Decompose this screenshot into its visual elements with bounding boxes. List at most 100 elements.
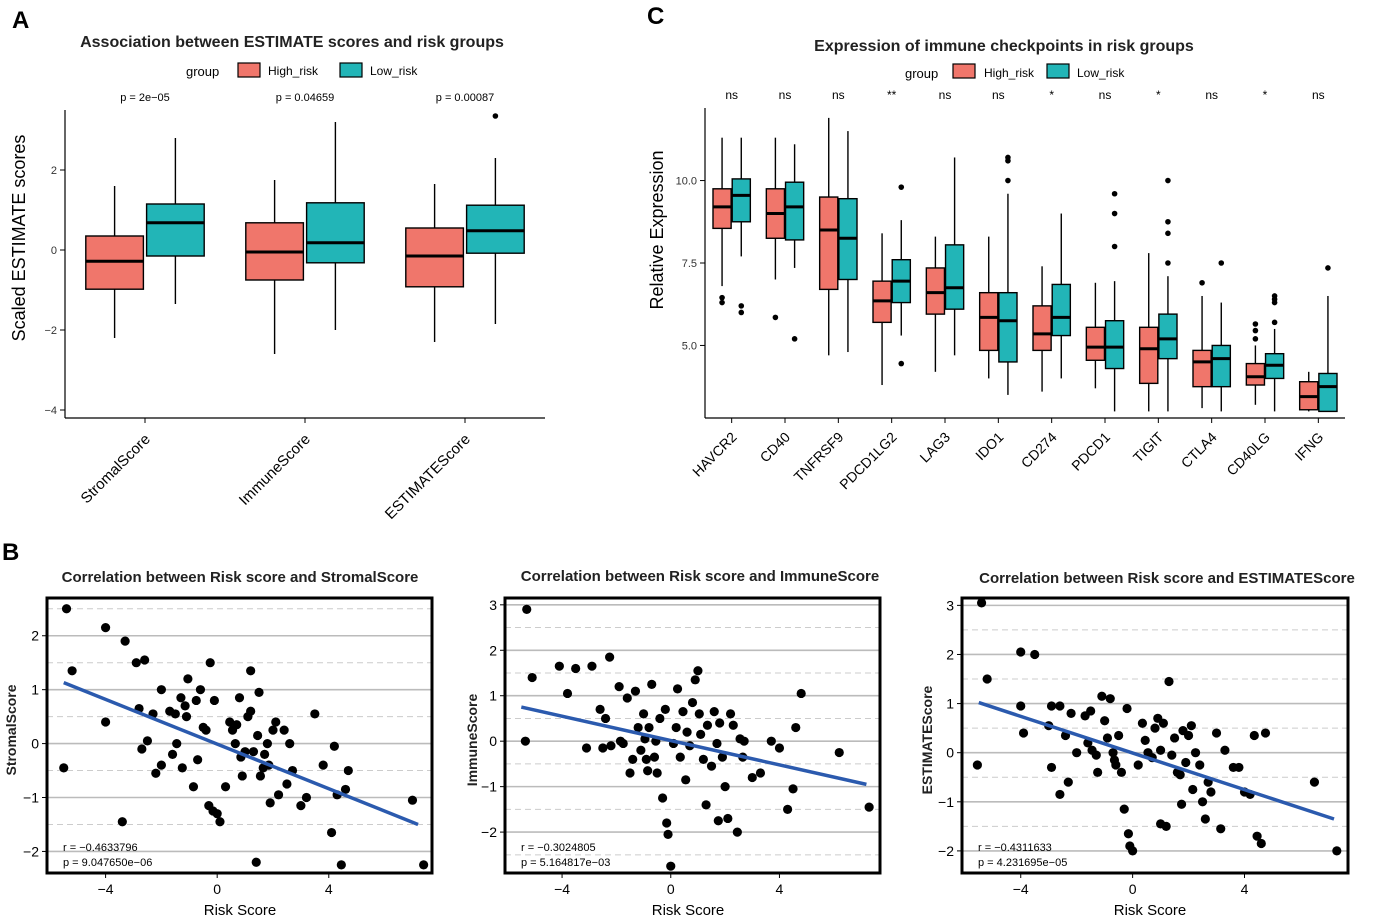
panel-c-outlier-low-risk	[1165, 260, 1171, 266]
panel-b2-point	[720, 782, 730, 792]
panel-b3-point	[1164, 676, 1174, 687]
panel-b2-point	[625, 768, 635, 778]
panel-a-category-label: ESTIMATEScore	[382, 431, 474, 523]
panel-c-box-low-risk	[1104, 320, 1125, 370]
panel-b3-correlation-p: p = 4.231695e−05	[978, 857, 1067, 869]
panel-c-category-label: IFNG	[1291, 429, 1326, 464]
panel-b1-y-tick-label: 1	[31, 682, 39, 698]
panel-c-box-low-risk	[1051, 283, 1072, 337]
panel-c-box-high-risk	[978, 291, 999, 352]
panel-b3-point	[1169, 733, 1180, 743]
panel-b2-point	[755, 768, 766, 778]
panel-c-category-label: CD40	[756, 429, 793, 466]
panel-c-box-low-risk	[998, 291, 1018, 363]
panel-b3-point	[1125, 841, 1135, 851]
panel-b1-point	[301, 792, 312, 803]
panel-b1-point	[340, 784, 351, 795]
panel-b2-point	[681, 775, 691, 785]
panel-c-outlier-low-risk	[1005, 157, 1011, 164]
panel-b2-point	[662, 818, 672, 828]
panel-c-box-high-risk	[1085, 326, 1106, 361]
panel-b2-title: Correlation between Risk score and Immun…	[521, 568, 879, 585]
panel-c-outlier-low-risk	[1111, 243, 1118, 250]
panel-b2-point	[554, 661, 564, 671]
panel-b1-point	[279, 725, 289, 735]
panel-b1-y-axis-label: StromalScore	[3, 684, 19, 775]
panel-b1-y-tick-label: −2	[23, 843, 39, 859]
panel-c-category-label: CD274	[1018, 429, 1060, 471]
panel-b3-point	[1220, 745, 1230, 755]
panel-b3-point	[1133, 760, 1143, 770]
panel-b1-point	[254, 687, 264, 697]
panel-c-significance-label: ns	[992, 88, 1005, 102]
panel-a-title: Association between ESTIMATE scores and …	[80, 34, 504, 51]
panel-b3-point	[1252, 831, 1262, 841]
panel-c-box-high-risk	[1138, 326, 1159, 385]
panel-b2-correlation-r: r = −0.3024805	[521, 842, 596, 854]
panel-b2-x-axis-label: Risk Score	[652, 902, 725, 918]
panel-b1-point	[237, 771, 247, 781]
panel-a-category-label: ImmuneScore	[236, 431, 314, 509]
panel-b1-point	[140, 655, 150, 665]
panel-b3-point	[1150, 723, 1160, 733]
panel-b1-point	[100, 623, 111, 633]
panel-b2-x-tick-label: −4	[554, 881, 570, 897]
panel-b1-point	[195, 685, 206, 695]
panel-b1-point	[59, 763, 69, 773]
panel-b1-point	[117, 817, 127, 827]
panel-b2-point	[605, 652, 615, 662]
panel-b1-point	[181, 712, 192, 722]
panel-c-outlier-high-risk	[719, 299, 725, 306]
panel-b2-point	[655, 713, 665, 724]
panel-b2-point	[663, 829, 673, 839]
panel-b-immune-scatter: Correlation between Risk score and Immun…	[464, 568, 882, 918]
panel-b2-frame	[503, 596, 882, 875]
panel-c-significance-label: *	[1156, 88, 1161, 102]
panel-c-significance-label: **	[887, 88, 897, 102]
panel-c-y-tick-label: 7.5	[682, 258, 697, 270]
panel-letter-b: B	[2, 539, 19, 566]
panel-b3-x-tick-label: 4	[1241, 881, 1249, 897]
panel-b1-point	[262, 738, 272, 749]
panel-c-outlier-low-risk	[1111, 210, 1118, 217]
panel-b1-point	[318, 760, 328, 770]
panel-c-significance-label: ns	[832, 88, 845, 102]
panel-b3-y-tick-label: 2	[946, 646, 954, 662]
panel-b3-point	[1046, 701, 1057, 711]
panel-b3-point	[1100, 716, 1110, 726]
panel-c-box-high-risk	[1245, 362, 1266, 386]
panel-c-outlier-low-risk	[1271, 299, 1278, 306]
panel-b1-point	[343, 765, 353, 776]
panel-c-category-label: CD40LG	[1223, 429, 1273, 479]
panel-b2-correlation-p: p = 5.164817e−03	[521, 857, 610, 869]
panel-b3-point	[1111, 760, 1121, 770]
panel-b2-point	[774, 743, 785, 753]
panel-b1-frame	[45, 596, 434, 875]
panel-c-outlier-low-risk	[1165, 218, 1171, 225]
panel-b3-point	[1175, 770, 1185, 780]
panel-b1-regression-line	[63, 681, 419, 827]
panel-b-estimate-scatter: Correlation between Risk score and ESTIM…	[919, 570, 1355, 918]
panel-b1-point	[232, 720, 242, 730]
panel-b2-x-tick-label: 0	[667, 881, 675, 897]
panel-b2-point	[630, 686, 641, 696]
panel-c-category-label: TNFRSF9	[791, 429, 847, 485]
panel-a-box-low-risk	[145, 203, 205, 257]
panel-b3-point	[1197, 797, 1208, 807]
panel-b3-point	[1249, 730, 1259, 741]
panel-b3-point	[1086, 706, 1096, 716]
panel-b3-x-tick-label: −4	[1013, 881, 1029, 897]
panel-c-category-label: HAVCR2	[689, 429, 740, 480]
panel-c-box-low-risk	[944, 244, 965, 310]
panel-b2-point	[723, 813, 733, 824]
panel-b2-point	[614, 682, 624, 692]
panel-b3-point	[1309, 777, 1320, 787]
panel-b1-point	[142, 736, 153, 746]
panel-b1-point	[67, 666, 77, 676]
panel-b2-point	[690, 675, 700, 685]
panel-b2-point	[581, 743, 592, 753]
panel-b2-point	[739, 736, 749, 746]
panel-c-significance-label: ns	[779, 88, 792, 102]
panel-c-box-high-risk	[712, 188, 732, 230]
